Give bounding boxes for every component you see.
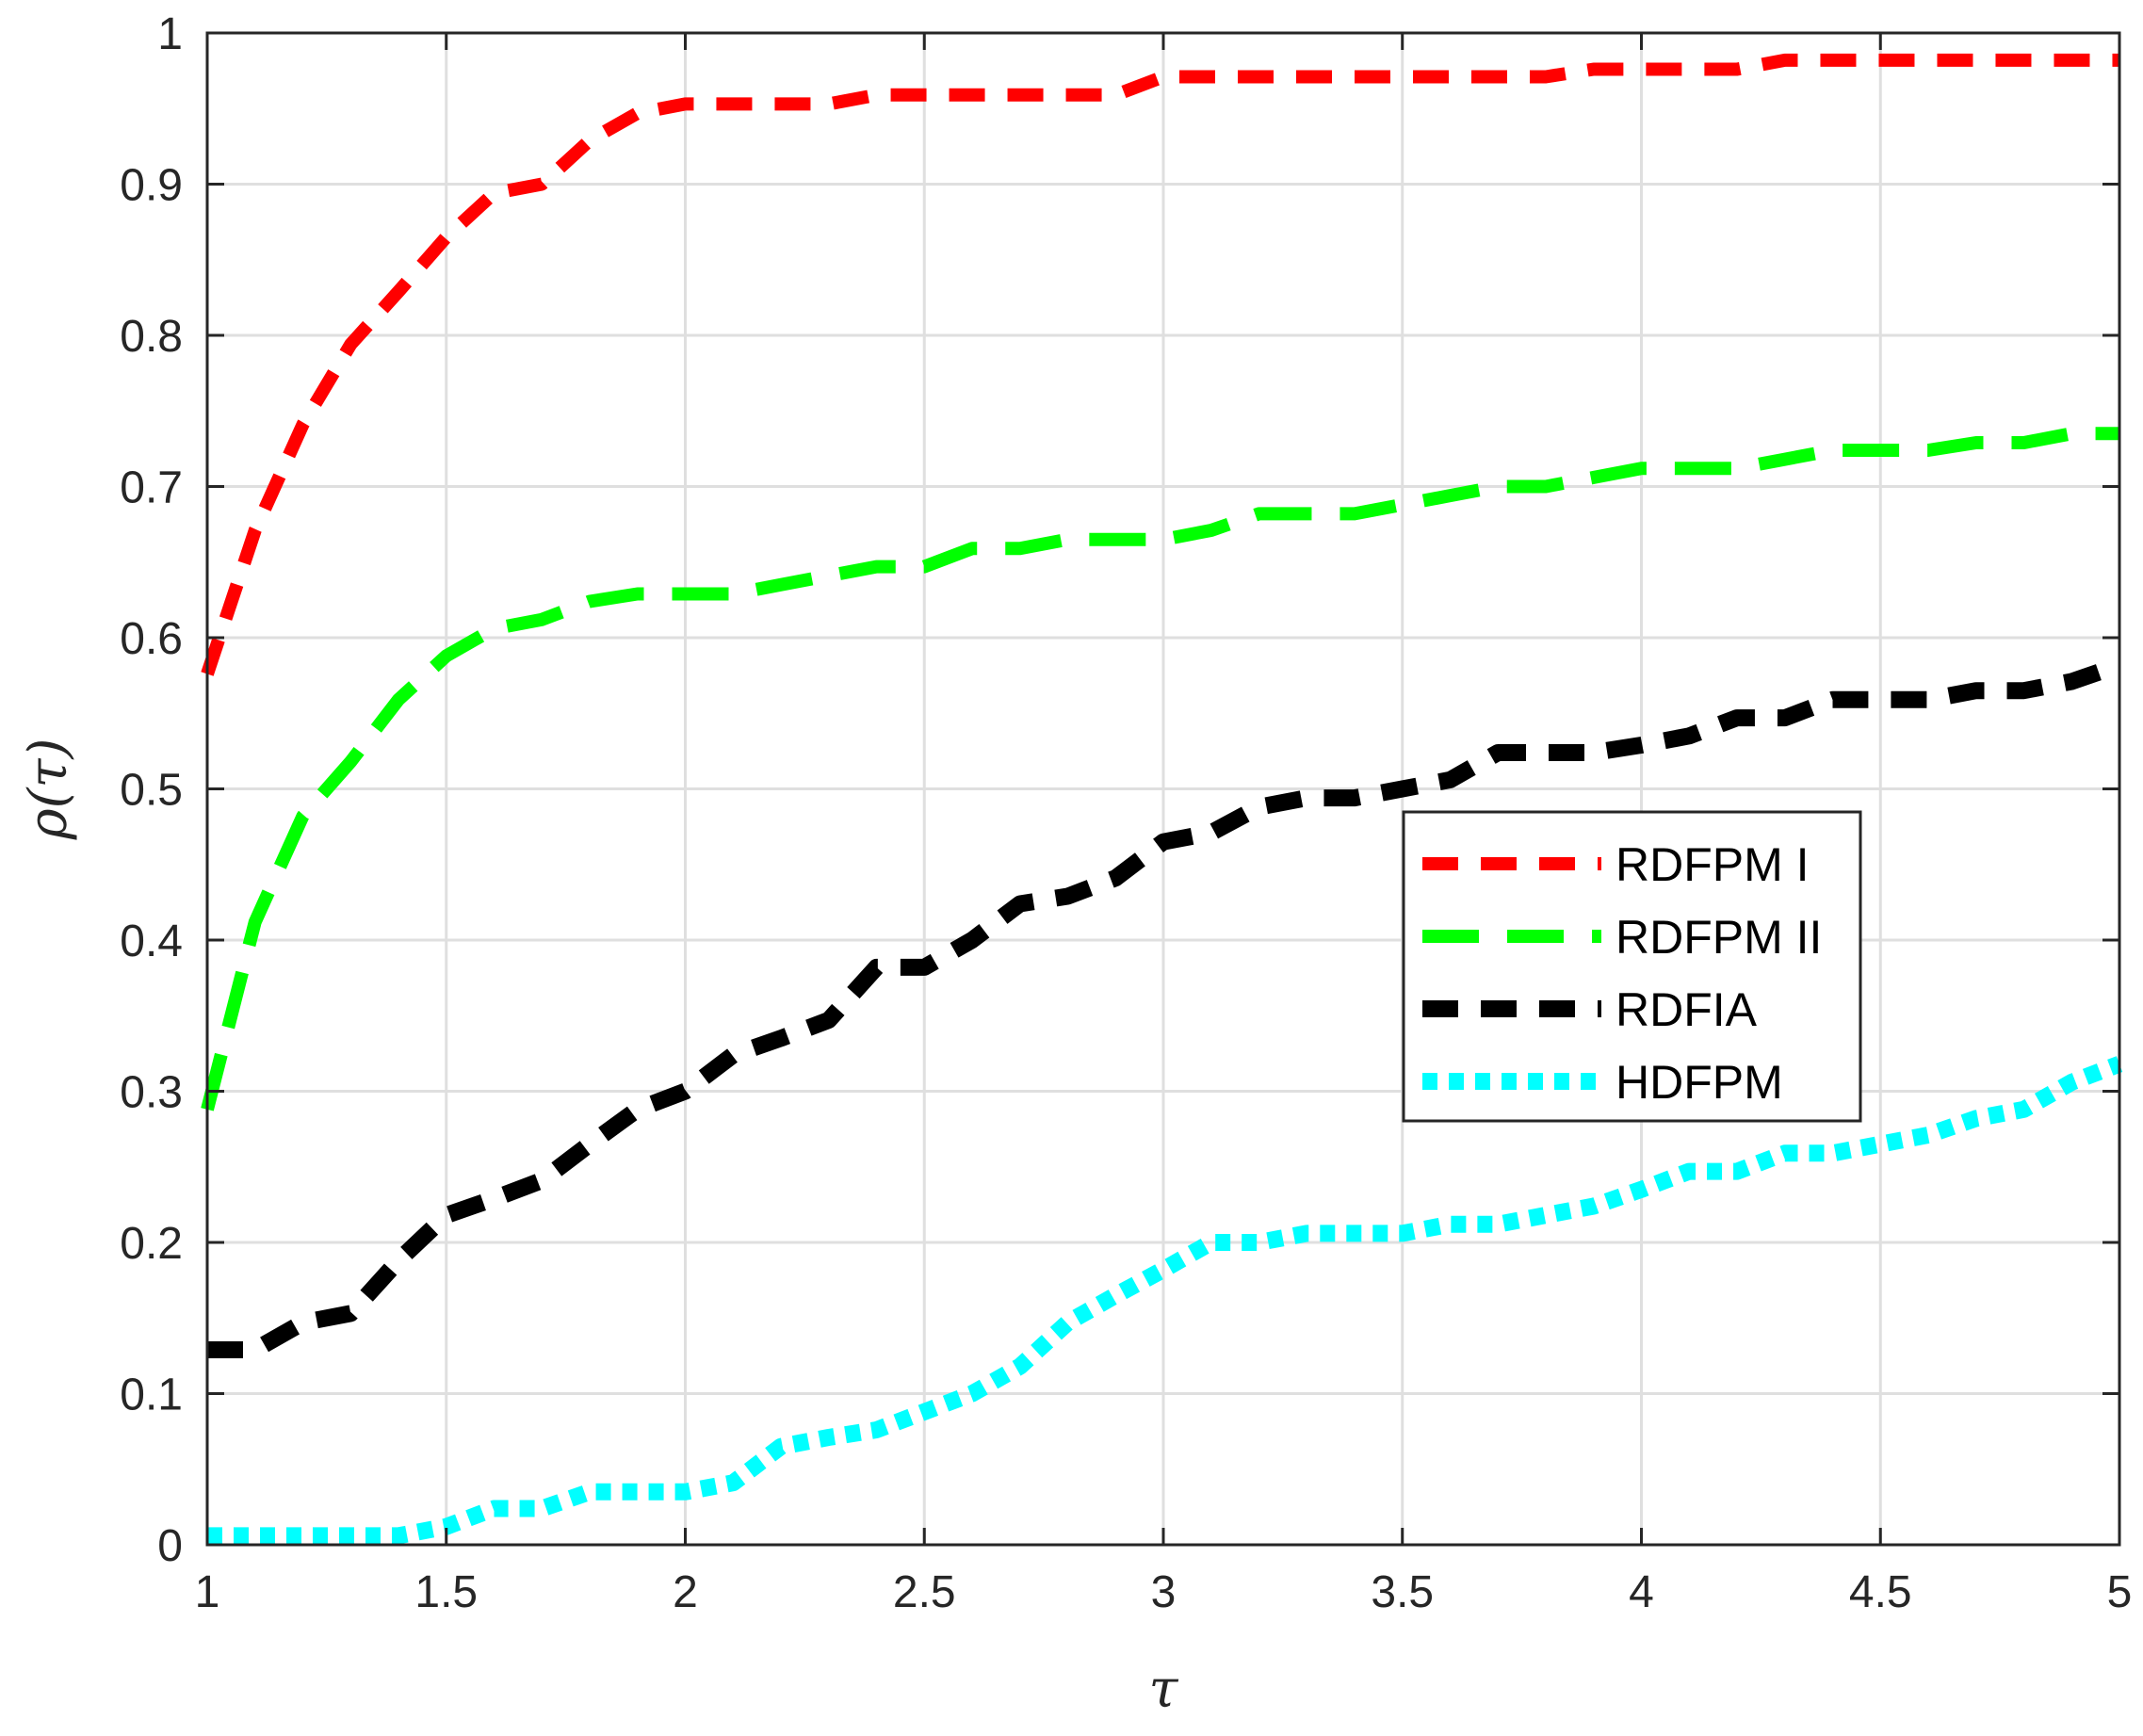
x-tick-label: 3 [1151,1567,1177,1617]
x-tick-label: 5 [2107,1567,2133,1617]
y-tick-label: 0.4 [120,917,183,966]
legend-label: HDFPM [1615,1056,1783,1109]
x-tick-label: 2 [673,1567,698,1617]
legend-label: RDFPM I [1615,838,1810,891]
legend-box [1402,810,1862,1123]
y-tick-label: 0 [157,1521,183,1571]
y-tick-label: 0.6 [120,614,183,664]
x-tick-label: 4.5 [1849,1567,1912,1617]
series-lines [201,53,2123,1545]
x-tick-label: 1 [195,1567,220,1617]
y-tick-label: 1 [157,9,183,59]
legend-label: RDFPM II [1615,911,1822,964]
legend: RDFPM I RDFPM II RDFIA HDFPM [1402,810,1862,1123]
x-tick-label: 4 [1629,1567,1654,1617]
series-line-hdfpm [207,1056,2123,1545]
y-tick-label: 0.3 [120,1068,183,1118]
series-line-rdfpm-ii [201,427,2119,1111]
y-tick-label: 0.5 [120,766,183,816]
y-tick-label: 0.7 [120,463,183,513]
y-tick-label: 0.9 [120,161,183,211]
y-tick-label: 0.2 [120,1219,183,1269]
x-tick-label: 3.5 [1371,1567,1434,1617]
axis-ticks: 1 1.5 2 2.5 3 3.5 4 4.5 5 0 0.1 0.2 0.3 0.4 0.5 0.6 0.7 0… [120,9,2132,1617]
x-axis-label: τ [1149,1659,1179,1720]
series-line-rdfpm-i [201,53,2119,676]
y-tick-label: 0.8 [120,312,183,362]
y-tick-label: 0.1 [120,1371,183,1420]
legend-label: RDFIA [1615,983,1758,1036]
x-tick-label: 2.5 [893,1567,956,1617]
series-line-rdfia [207,657,2122,1358]
y-axis-label: ρ(τ) [18,738,79,841]
x-tick-label: 1.5 [414,1567,478,1617]
